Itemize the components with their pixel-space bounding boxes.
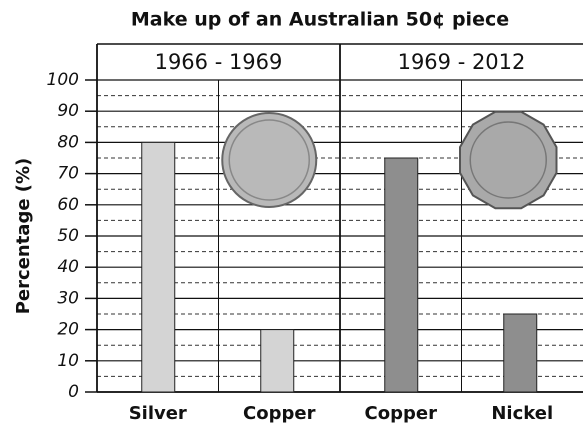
y-tick-label: 10: [57, 351, 79, 371]
panel-header: 1966 - 1969: [155, 50, 283, 74]
y-tick-label: 60: [57, 195, 79, 215]
chart-title: Make up of an Australian 50¢ piece: [131, 9, 509, 31]
bar: [504, 314, 537, 392]
bar: [261, 330, 294, 392]
y-tick-label: 90: [57, 101, 79, 121]
x-tick-label: Copper: [243, 403, 316, 424]
y-tick-label: 50: [57, 226, 79, 246]
y-tick-label: 20: [57, 320, 79, 340]
coin-round: [222, 113, 316, 207]
panel-header: 1969 - 2012: [398, 50, 526, 74]
coin-dodecagonal: [460, 112, 557, 209]
y-tick-label: 30: [57, 288, 79, 308]
y-axis-label: Percentage (%): [13, 158, 34, 315]
y-tick-label: 80: [57, 132, 79, 152]
chart: Make up of an Australian 50¢ piece Perce…: [0, 0, 583, 432]
bar: [385, 158, 418, 392]
y-tick-label: 0: [68, 382, 79, 402]
x-tick-label: Silver: [129, 403, 187, 424]
y-tick-label: 70: [57, 164, 79, 184]
y-tick-label: 100: [47, 70, 79, 90]
x-tick-label: Nickel: [491, 403, 553, 424]
y-tick-label: 40: [57, 257, 79, 277]
bar: [142, 142, 175, 392]
page: {"chart_data": {"type": "bar", "title": …: [0, 0, 583, 432]
x-tick-label: Copper: [365, 403, 438, 424]
